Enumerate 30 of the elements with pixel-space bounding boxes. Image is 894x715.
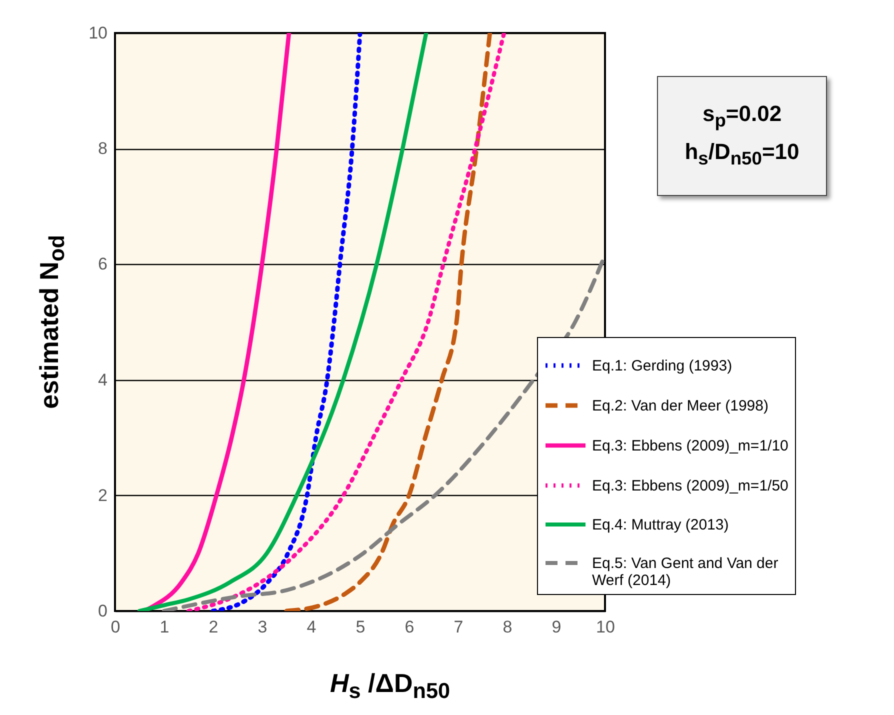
y-tick-label: 0	[98, 602, 108, 620]
x-tick-label: 5	[356, 618, 366, 636]
legend-label: Eq.1: Gerding (1993)	[592, 358, 732, 374]
x-tick-label: 3	[258, 618, 268, 636]
line-series	[284, 33, 492, 611]
line-series	[210, 33, 362, 611]
x-tick-label: 1	[160, 618, 170, 636]
y-tick-label: 2	[98, 486, 108, 505]
legend-label: Eq.3: Ebbens (2009)_m=1/10	[592, 438, 788, 454]
x-tick-label: 0	[110, 618, 120, 636]
legend-label: Eq.2: Van der Meer (1998)	[592, 398, 768, 414]
y-tick-label: 8	[98, 139, 108, 158]
x-axis-title: H$_{s}$ /ΔD$_{n50}$	[330, 668, 450, 704]
x-tick-label: 10	[596, 618, 615, 636]
line-series	[186, 33, 506, 611]
y-tick-label: 10	[88, 24, 108, 42]
legend-label: Eq.3: Ebbens (2009)_m=1/50	[592, 478, 788, 494]
legend-label: Eq.4: Muttray (2013)	[592, 516, 729, 534]
x-tick-label: 8	[502, 618, 512, 636]
x-tick-label: 6	[404, 618, 414, 636]
x-tick-label: 7	[454, 618, 464, 636]
y-tick-label: 4	[98, 370, 108, 390]
x-tick-label: 9	[552, 618, 562, 636]
x-tick-label: 2	[208, 618, 218, 636]
text: h$_{s}$/D$_{n50}$=10	[684, 138, 800, 170]
legend-label: Eq.5: Van Gent and Van der Werf (2014)	[592, 555, 778, 589]
text: s$_{p}$=0.02	[702, 100, 782, 132]
y-tick-label: 6	[98, 254, 108, 274]
x-tick-label: 4	[306, 618, 316, 636]
line-series	[137, 33, 428, 611]
